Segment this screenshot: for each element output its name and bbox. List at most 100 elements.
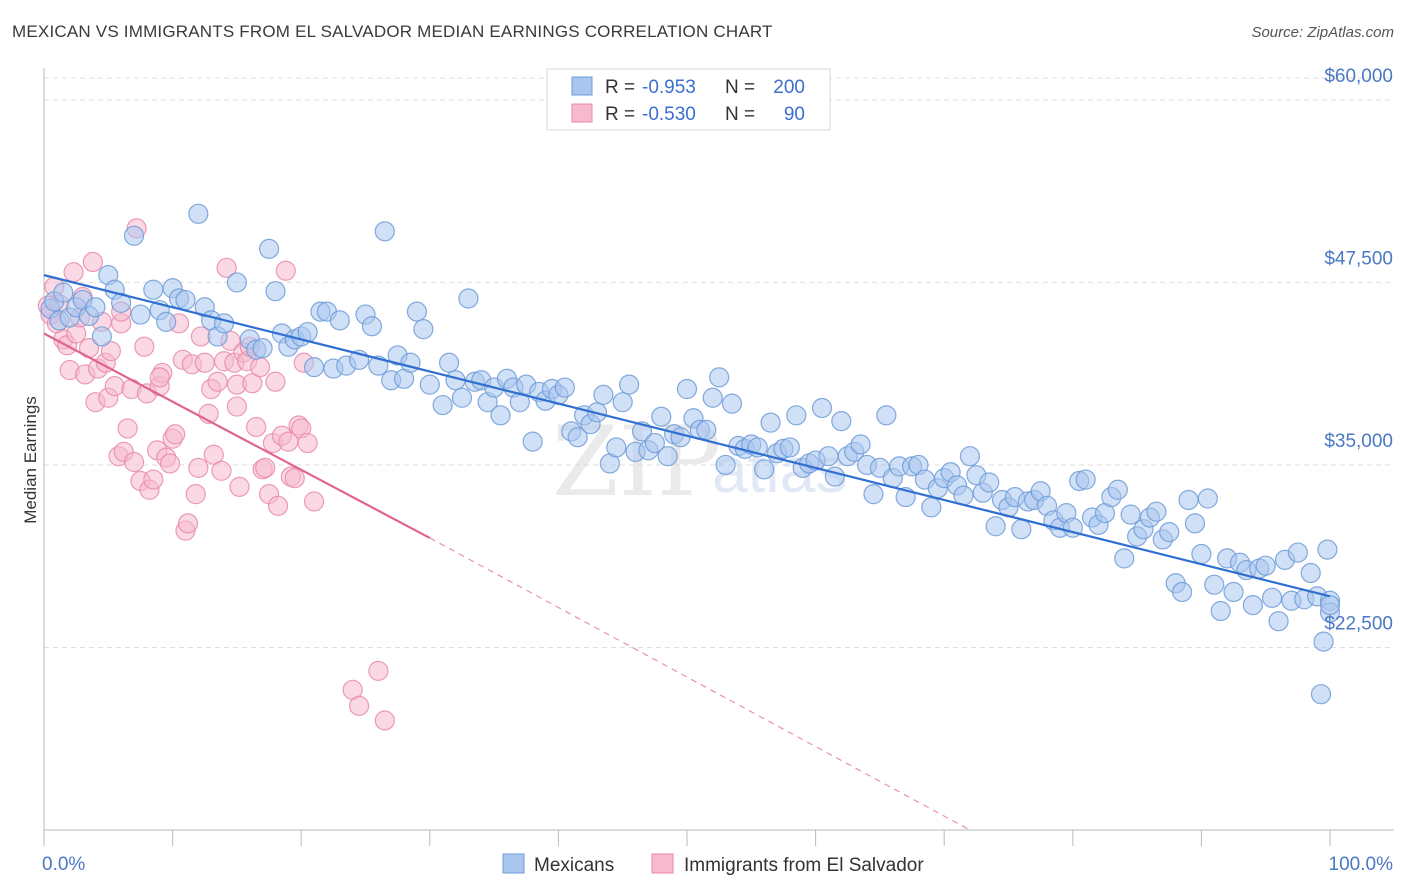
mexicans-point-8 xyxy=(85,297,106,318)
salvador-point-40 xyxy=(165,424,186,445)
mexicans-point-88 xyxy=(644,432,665,454)
mexicans-point-155 xyxy=(1075,469,1096,490)
mexicans-point-109 xyxy=(779,437,800,458)
mexicans-point-178 xyxy=(1223,581,1244,603)
y-tick-label-0: $22,500 xyxy=(1324,613,1393,634)
salvador-point-87 xyxy=(149,367,170,388)
mexicans-point-106 xyxy=(760,412,781,433)
mexicans-point-45 xyxy=(361,316,383,337)
mexicans-point-83 xyxy=(612,392,633,413)
mexicans-point-3 xyxy=(53,282,74,303)
salvador-point-71 xyxy=(265,371,286,392)
mexicans-point-53 xyxy=(413,319,434,340)
trend-line-salvador-extrapolated xyxy=(429,537,971,831)
mexicans-point-197 xyxy=(1319,595,1341,616)
mexicans-point-14 xyxy=(130,304,151,325)
mexicans-point-98 xyxy=(709,367,730,388)
salvador-point-20 xyxy=(100,340,121,362)
mexicans-point-31 xyxy=(265,281,286,302)
salvador-point-72 xyxy=(267,495,289,516)
y-tick-label-2: $47,500 xyxy=(1324,248,1393,269)
legend-r-label-1: R = xyxy=(605,77,635,98)
axes xyxy=(43,68,1394,846)
salvador-point-85 xyxy=(368,660,389,681)
mexicans-point-120 xyxy=(850,434,871,455)
mexicans-point-26 xyxy=(226,272,247,293)
mexicans-point-188 xyxy=(1287,542,1308,563)
legend-r-value-2: -0.530 xyxy=(642,104,696,125)
mexicans-point-194 xyxy=(1317,539,1338,560)
x-tick-label-1: 100.0% xyxy=(1329,854,1394,875)
mexicans-point-160 xyxy=(1107,479,1128,500)
mexicans-point-21 xyxy=(188,203,209,224)
mexicans-point-13 xyxy=(123,225,145,246)
salvador-point-38 xyxy=(159,453,181,474)
mexicans-point-105 xyxy=(754,459,775,480)
trend-line-salvador xyxy=(43,332,431,539)
mexicans-point-117 xyxy=(831,411,852,432)
mexicans-point-41 xyxy=(329,310,350,331)
salvador-point-44 xyxy=(177,513,199,534)
mexicans-point-90 xyxy=(657,446,678,467)
mexicans-point-171 xyxy=(1178,489,1199,511)
salvador-point-88 xyxy=(226,396,247,417)
bottom-legend-mexicans: Mexicans xyxy=(534,855,614,876)
legend-frame xyxy=(546,68,831,131)
bottom-legend-salvador: Immigrants from El Salvador xyxy=(684,855,924,876)
mexicans-point-161 xyxy=(1114,548,1135,569)
trend-lines xyxy=(43,274,1331,831)
mexicans-point-17 xyxy=(156,311,177,332)
trend-line-mexicans xyxy=(43,274,1331,598)
salvador-point-47 xyxy=(188,457,209,478)
mexicans-point-54 xyxy=(419,374,440,395)
salvador-point-53 xyxy=(207,371,228,392)
salvador-point-86 xyxy=(374,710,395,731)
mexicans-point-25 xyxy=(213,313,235,334)
mexicans-point-55 xyxy=(432,394,453,416)
chart-title: MEXICAN VS IMMIGRANTS FROM EL SALVADOR M… xyxy=(12,22,773,41)
mexicans-point-9 xyxy=(91,326,112,347)
mexicans-point-114 xyxy=(811,397,833,419)
salvador-point-54 xyxy=(211,460,232,481)
mexicans-point-20 xyxy=(175,289,196,311)
salvador-point-21 xyxy=(104,376,125,397)
salvador-point-46 xyxy=(185,484,206,505)
mexicans-point-141 xyxy=(985,516,1006,537)
mexicans-point-97 xyxy=(702,387,723,408)
salvador-point-60 xyxy=(229,476,250,497)
legend-n-label-1: N = xyxy=(725,77,755,98)
legend-n-value-1: 200 xyxy=(773,77,805,98)
mexicans-point-192 xyxy=(1310,684,1332,705)
mexicans-point-58 xyxy=(451,387,473,408)
mexicans-point-175 xyxy=(1204,574,1225,595)
salvador-point-8 xyxy=(63,262,84,283)
mexicans-point-29 xyxy=(252,338,273,359)
y-tick-label-3: $60,000 xyxy=(1324,66,1393,87)
salvador-point-25 xyxy=(117,418,138,439)
source-credit: Source: ZipAtlas.com xyxy=(1251,24,1394,41)
salvador-point-56 xyxy=(216,257,237,278)
legend-r-value-1: -0.953 xyxy=(642,77,696,98)
mexicans-point-131 xyxy=(921,497,942,518)
mexicans-point-59 xyxy=(458,288,479,309)
mexicans-point-176 xyxy=(1210,600,1231,622)
mexicans-point-69 xyxy=(522,431,543,452)
salvador-point-77 xyxy=(284,467,305,489)
mexicans-point-124 xyxy=(876,405,897,426)
mexicans-point-184 xyxy=(1262,587,1283,608)
legend-r-label-2: R = xyxy=(605,104,635,125)
mexicans-point-166 xyxy=(1146,501,1167,522)
y-axis-title: Median Earnings xyxy=(21,396,40,524)
bottom-legend-swatch-mexicans xyxy=(502,853,525,874)
mexicans-point-145 xyxy=(1011,519,1032,540)
mexicans-point-168 xyxy=(1159,522,1180,543)
y-tick-labels: $22,500 $35,000 $47,500 $60,000 xyxy=(1324,66,1393,635)
mexicans-point-193 xyxy=(1313,631,1334,652)
series-mexicans-points xyxy=(40,203,1341,705)
mexicans-point-93 xyxy=(676,378,698,400)
mexicans-point-181 xyxy=(1242,595,1263,616)
mexicans-point-67 xyxy=(509,392,530,413)
mexicans-point-174 xyxy=(1197,488,1218,509)
salvador-point-74 xyxy=(275,260,296,281)
